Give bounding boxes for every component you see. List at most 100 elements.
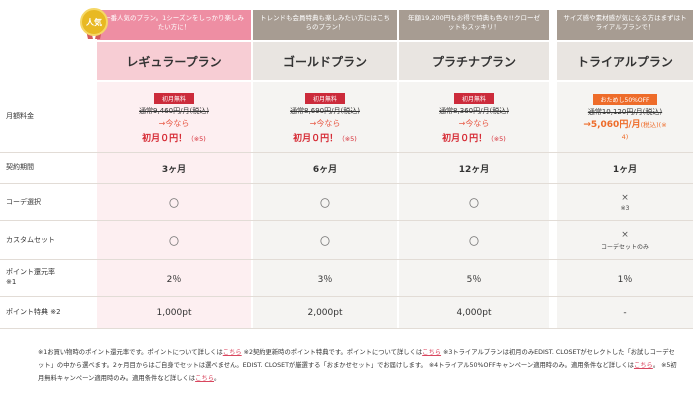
platinum-point-bonus: 4,000pt xyxy=(456,307,492,318)
regular-plan-name: レギュラープラン xyxy=(97,42,251,80)
trial-price-text: →5,060円/月 xyxy=(583,119,641,130)
platinum-point-rate: 5％ xyxy=(466,274,482,285)
first-month-free-tag: 初月無料 xyxy=(304,92,345,104)
trial-price-note: 4) xyxy=(621,132,629,141)
platinum-plan-name: プラチナプラン xyxy=(399,42,549,80)
gold-plan-description: トレンドも会員特典も楽しみたい方にはこちらのプラン！ xyxy=(253,10,397,40)
trial-monthly-cell: おためし50%OFF 通常10,120円/月(税込) →5,060円/月(税込)… xyxy=(557,84,693,152)
circle-icon: 〇 xyxy=(469,198,479,210)
gold-custom-set-cell: 〇 xyxy=(253,221,397,259)
gold-plan-name: ゴールドプラン xyxy=(253,42,397,80)
platinum-normal-price: 通常8,360円/月(税込) xyxy=(439,106,509,115)
circle-icon: 〇 xyxy=(169,198,179,210)
row-label-monthly: 月額料金 xyxy=(6,112,34,120)
gold-column-bg xyxy=(253,82,397,328)
gold-free-price: 初月０円！（※5) xyxy=(293,131,357,144)
gold-period-cell: 6ヶ月 xyxy=(253,153,397,183)
footnote-text: ※1お買い物時のポイント還元率です。ポイントについて詳しくは xyxy=(38,349,223,356)
trial-column-bg xyxy=(557,82,693,328)
trial-normal-price: 通常10,120円/月(税込) xyxy=(587,107,663,116)
popular-badge-icon: 人気 xyxy=(80,8,108,36)
trial-discount-tag: おためし50%OFF xyxy=(592,93,658,105)
row-divider xyxy=(0,183,693,184)
row-label-point-rate: ポイント還元率 ※1 xyxy=(6,267,55,287)
platinum-custom-set-cell: 〇 xyxy=(399,221,549,259)
platinum-coordinate-cell: 〇 xyxy=(399,184,549,220)
gold-point-bonus-cell: 2,000pt xyxy=(253,297,397,328)
regular-coordinate-cell: 〇 xyxy=(97,184,251,220)
regular-point-rate-cell: 2％ xyxy=(97,260,251,296)
platinum-period-cell: 12ヶ月 xyxy=(399,153,549,183)
trial-coordinate-cell: × ※3 xyxy=(557,184,693,220)
trial-point-rate: 1％ xyxy=(617,274,633,285)
footnote-text: ※3トライアルプランは初月のみEDIST. CLOSETがセレクトした「お試しコ… xyxy=(38,349,675,369)
row-label-point-bonus: ポイント特典 ※2 xyxy=(6,308,61,316)
platinum-free-note: （※5) xyxy=(487,134,506,143)
trial-campaign-link[interactable]: こちら xyxy=(633,362,653,369)
circle-icon: 〇 xyxy=(320,236,330,248)
points-bonus-link[interactable]: こちら xyxy=(422,349,442,356)
regular-now-label: →今なら xyxy=(158,118,190,128)
footnote-text: 。 xyxy=(214,375,221,382)
gold-period: 6ヶ月 xyxy=(312,164,338,175)
row-divider xyxy=(0,328,693,329)
regular-point-rate: 2％ xyxy=(166,274,182,285)
gold-free-text: 初月０円！ xyxy=(293,133,339,144)
platinum-free-text: 初月０円！ xyxy=(442,133,488,144)
trial-plan-description: サイズ感や素材感が気になる方はまずはトライアルプランで！ xyxy=(557,10,693,40)
row-divider xyxy=(0,220,693,221)
trial-price-tax: (税込)(※ xyxy=(640,120,667,129)
platinum-monthly-cell: 初月無料 通常8,360円/月(税込) →今なら 初月０円！（※5) xyxy=(399,84,549,152)
first-month-free-tag: 初月無料 xyxy=(453,92,494,104)
regular-period-cell: 3ヶ月 xyxy=(97,153,251,183)
trial-coordinate-note: ※3 xyxy=(620,204,630,212)
regular-plan-description: 一番人気のプラン。1シーズンをしっかり楽しみたい方に！ xyxy=(97,10,251,40)
gold-now-label: →今なら xyxy=(309,118,341,128)
regular-period: 3ヶ月 xyxy=(161,164,187,175)
platinum-period: 12ヶ月 xyxy=(458,164,490,175)
point-rate-label-note: ※1 xyxy=(6,278,17,286)
trial-plan-name: トライアルプラン xyxy=(557,42,693,80)
trial-period: 1ヶ月 xyxy=(612,164,638,175)
platinum-point-rate-cell: 5％ xyxy=(399,260,549,296)
regular-custom-set-cell: 〇 xyxy=(97,221,251,259)
first-month-campaign-link[interactable]: こちら xyxy=(195,375,214,382)
cross-icon: × xyxy=(621,192,629,203)
platinum-point-bonus-cell: 4,000pt xyxy=(399,297,549,328)
trial-period-cell: 1ヶ月 xyxy=(557,153,693,183)
row-label-custom-set: カスタムセット xyxy=(6,236,55,244)
circle-icon: 〇 xyxy=(169,236,179,248)
trial-price: →5,060円/月(税込)(※ 4) xyxy=(583,119,666,143)
regular-free-note: （※5) xyxy=(187,134,206,143)
footnote-text: ※2契約更新時のポイント特典です。ポイントについて詳しくは xyxy=(241,349,423,356)
trial-point-bonus-cell: - xyxy=(557,297,693,328)
point-rate-label-text: ポイント還元率 xyxy=(6,268,55,276)
row-label-coordinate: コーデ選択 xyxy=(6,198,41,206)
trial-custom-set-cell: × コーデセットのみ xyxy=(557,221,693,259)
gold-coordinate-cell: 〇 xyxy=(253,184,397,220)
regular-free-text: 初月０円！ xyxy=(142,133,188,144)
row-divider xyxy=(0,152,693,153)
circle-icon: 〇 xyxy=(320,198,330,210)
row-divider xyxy=(0,259,693,260)
trial-point-rate-cell: 1％ xyxy=(557,260,693,296)
platinum-now-label: →今なら xyxy=(458,118,490,128)
regular-free-price: 初月０円！（※5) xyxy=(142,131,206,144)
platinum-free-price: 初月０円！（※5) xyxy=(442,131,506,144)
points-info-link[interactable]: こちら xyxy=(222,349,242,356)
gold-point-bonus: 2,000pt xyxy=(307,307,343,318)
regular-point-bonus: 1,000pt xyxy=(156,307,192,318)
footnote-text: 。 ※5初月無料キャンペーン適用時のみ。適用条件など詳しくは xyxy=(38,362,677,382)
regular-normal-price: 通常9,460円/月(税込) xyxy=(139,106,209,115)
trial-custom-set-note: コーデセットのみ xyxy=(600,243,649,251)
gold-point-rate: 3％ xyxy=(317,274,333,285)
row-label-period: 契約期間 xyxy=(6,163,34,171)
cross-icon: × xyxy=(621,229,629,240)
gold-point-rate-cell: 3％ xyxy=(253,260,397,296)
row-divider xyxy=(0,296,693,297)
gold-free-note: （※5) xyxy=(338,134,357,143)
regular-monthly-cell: 初月無料 通常9,460円/月(税込) →今なら 初月０円！（※5) xyxy=(97,84,251,152)
gold-normal-price: 通常8,690円/月(税込) xyxy=(290,106,360,115)
platinum-column-bg xyxy=(399,82,549,328)
